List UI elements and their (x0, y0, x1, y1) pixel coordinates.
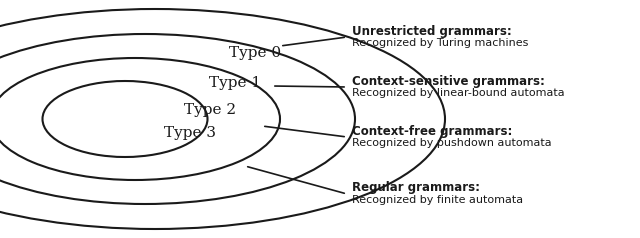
Text: Type 2: Type 2 (184, 103, 236, 117)
Ellipse shape (0, 58, 280, 180)
Ellipse shape (42, 81, 207, 157)
Text: Recognized by pushdown automata: Recognized by pushdown automata (352, 138, 552, 148)
Ellipse shape (0, 34, 355, 204)
Text: Type 0: Type 0 (229, 46, 281, 60)
Ellipse shape (0, 9, 445, 229)
Text: Context-sensitive grammars:: Context-sensitive grammars: (352, 74, 545, 88)
Text: Recognized by Turing machines: Recognized by Turing machines (352, 38, 529, 48)
Text: Regular grammars:: Regular grammars: (352, 182, 480, 194)
Text: Unrestricted grammars:: Unrestricted grammars: (352, 25, 512, 38)
Text: Recognized by finite automata: Recognized by finite automata (352, 195, 523, 205)
Text: Type 1: Type 1 (209, 76, 261, 90)
Text: Context-free grammars:: Context-free grammars: (352, 124, 513, 138)
Text: Type 3: Type 3 (164, 126, 216, 140)
Text: Recognized by linear-bound automata: Recognized by linear-bound automata (352, 88, 564, 98)
